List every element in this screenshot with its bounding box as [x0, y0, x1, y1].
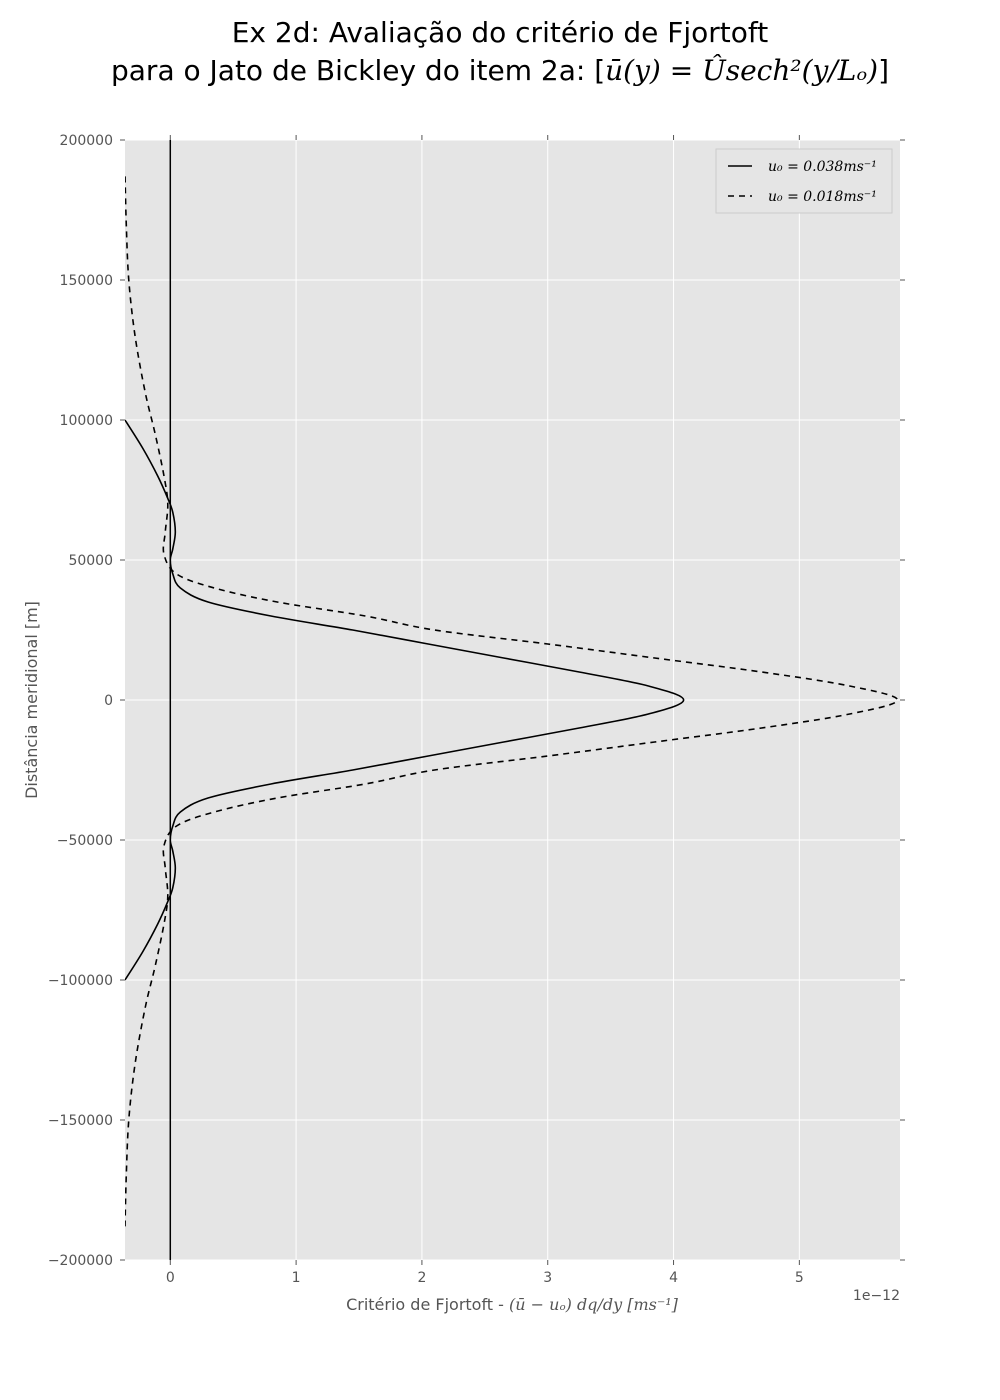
chart-title-line-2-suffix: ] [878, 54, 889, 87]
chart-title-line-2: para o Jato de Bickley do item 2a: [ū(y)… [111, 53, 889, 87]
y-tick-label: −200000 [48, 1253, 113, 1269]
x-tick-label: 3 [543, 1270, 552, 1286]
y-tick-labels: 200000 150000 100000 50000 0 −50000 −100000 −15… [48, 133, 113, 1269]
series-line-solid [125, 419, 685, 981]
y-tick-label: 0 [104, 693, 113, 709]
legend-label-solid: u₀ = 0.038ms⁻¹ [768, 159, 877, 175]
x-tick-label: 0 [166, 1270, 175, 1286]
y-tick-label: 50000 [68, 553, 113, 569]
x-axis-label-prefix: Critério de Fjortoft - [346, 1295, 509, 1314]
x-axis-label: Critério de Fjortoft - (ū − uₒ) dq/dy [m… [346, 1295, 679, 1314]
x-tick-label: 2 [417, 1270, 426, 1286]
legend-box [715, 148, 893, 214]
y-tick-label: −100000 [48, 973, 113, 989]
x-offset-text: 1e−12 [853, 1288, 900, 1304]
chart-title-line-1: Ex 2d: Avaliação do critério de Fjortoft [232, 16, 769, 49]
chart-title-line-2-prefix: para o Jato de Bickley do item 2a: [ [111, 54, 605, 87]
plot-lines [125, 140, 899, 1260]
y-axis-label: Distância meridional [m] [22, 601, 41, 799]
x-tick-label: 4 [669, 1270, 678, 1286]
grid-lines [125, 139, 900, 1261]
legend: u₀ = 0.038ms⁻¹ u₀ = 0.018ms⁻¹ [715, 148, 893, 214]
series-line-dashed [125, 173, 899, 1227]
x-tick-label: 5 [795, 1270, 804, 1286]
chart-title-line-2-math: ū(y) = Ûsech²(y/Lₒ) [605, 53, 878, 87]
y-tick-label: −150000 [48, 1113, 113, 1129]
axis-ticks [120, 135, 905, 1265]
x-axis-label-math: (ū − uₒ) dq/dy [ms⁻¹] [509, 1295, 679, 1314]
y-tick-label: 150000 [60, 273, 113, 289]
x-tick-label: 1 [292, 1270, 301, 1286]
y-tick-label: 200000 [60, 133, 113, 149]
y-tick-label: −50000 [57, 833, 113, 849]
y-tick-label: 100000 [60, 413, 113, 429]
x-tick-labels: 0 1 2 3 4 5 [166, 1270, 804, 1286]
legend-label-dashed: u₀ = 0.018ms⁻¹ [768, 189, 877, 205]
